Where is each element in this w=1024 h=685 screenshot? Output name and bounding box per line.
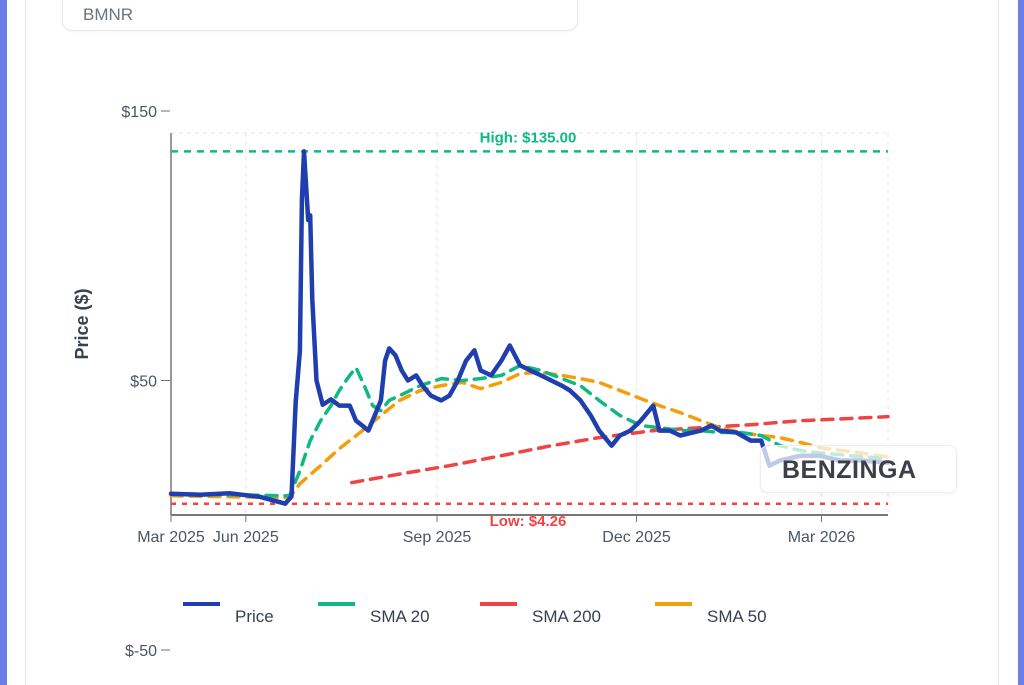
y-tick-label: $150: [121, 104, 157, 121]
ticker-input-value: BMNR: [83, 5, 134, 24]
legend-label-sma20: SMA 20: [370, 607, 430, 626]
reference-lines: High: $135.00 Low: $4.26: [171, 129, 888, 530]
x-tick-label: Mar 2026: [788, 529, 856, 546]
x-tick-label: Sep 2025: [403, 529, 472, 546]
legend-label-sma200: SMA 200: [532, 607, 601, 626]
y-axis-title: Price ($): [72, 288, 92, 359]
legend: Price SMA 20 SMA 200 SMA 50: [183, 602, 767, 626]
legend-label-price: Price: [235, 607, 274, 626]
legend-label-sma50: SMA 50: [707, 607, 767, 626]
y-tick-label: $50: [130, 374, 157, 391]
x-tick-label: Mar 2025: [137, 529, 205, 546]
series-lines: [168, 149, 891, 506]
chart-panel: [25, 0, 999, 685]
x-tick-label: Dec 2025: [602, 529, 671, 546]
ticker-input[interactable]: BMNR: [62, 0, 578, 31]
low-label: Low: $4.26: [490, 513, 567, 530]
y-tick-label: $-50: [125, 643, 157, 660]
benzinga-watermark: BENZINGA: [760, 445, 957, 493]
axes: Mar 2025 Jun 2025 Sep 2025 Dec 2025 Mar 2026…: [121, 104, 888, 660]
high-label: High: $135.00: [480, 129, 577, 146]
watermark-text: BENZINGA: [782, 456, 917, 484]
x-tick-label: Jun 2025: [213, 529, 279, 546]
series-line-price: [168, 149, 891, 506]
